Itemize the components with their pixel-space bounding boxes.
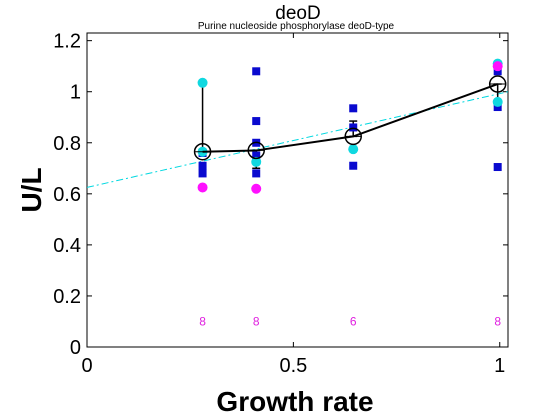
chart-title: deoD [275,3,320,24]
x-tick-label: 0.5 [279,355,307,377]
blue-square-point [493,163,502,172]
cyan-point [251,156,262,167]
x-tick-label: 0 [81,355,92,377]
blue-square-point [198,161,207,170]
magenta-point [197,182,208,193]
cyan-point [197,77,208,88]
mean-line [202,83,499,153]
count-label: 8 [199,314,206,328]
x-tick-label: 1 [494,355,505,377]
cyan-point [492,96,503,107]
chart-subtitle: Purine nucleoside phosphorylase deoD-typ… [198,21,395,32]
blue-square-point [349,104,358,113]
y-tick-label: 0.2 [53,286,81,308]
count-label: 8 [253,314,260,328]
magenta-point [251,183,262,194]
cyan-point [348,144,359,155]
y-axis-label: U/L [16,167,47,212]
x-axis-label: Growth rate [216,386,373,417]
y-tick-label: 0.4 [53,235,81,257]
blue-square-point [493,67,502,76]
y-tick-label: 0.8 [53,133,81,155]
blue-square-point [252,67,261,76]
count-label: 6 [350,314,357,328]
count-label: 8 [494,314,501,328]
y-tick-label: 0 [70,337,81,359]
magenta-point [492,61,503,72]
blue-square-point [493,103,502,112]
blue-square-point [349,123,358,132]
trend-line [87,91,508,188]
blue-square-point [349,161,358,170]
blue-square-point [198,169,207,178]
axes-box [86,32,509,348]
blue-square-point [252,117,261,126]
plot-area: 0 0.5 1 0 0.2 0.4 0.6 0.8 1 1.2 8 8 6 8 [53,31,509,377]
y-tick-label: 1 [70,82,81,104]
y-tick-label: 1.2 [53,31,81,53]
blue-square-point [252,151,261,160]
plot-contents [87,58,508,194]
y-tick-label: 0.6 [53,184,81,206]
blue-square-point [252,169,261,178]
